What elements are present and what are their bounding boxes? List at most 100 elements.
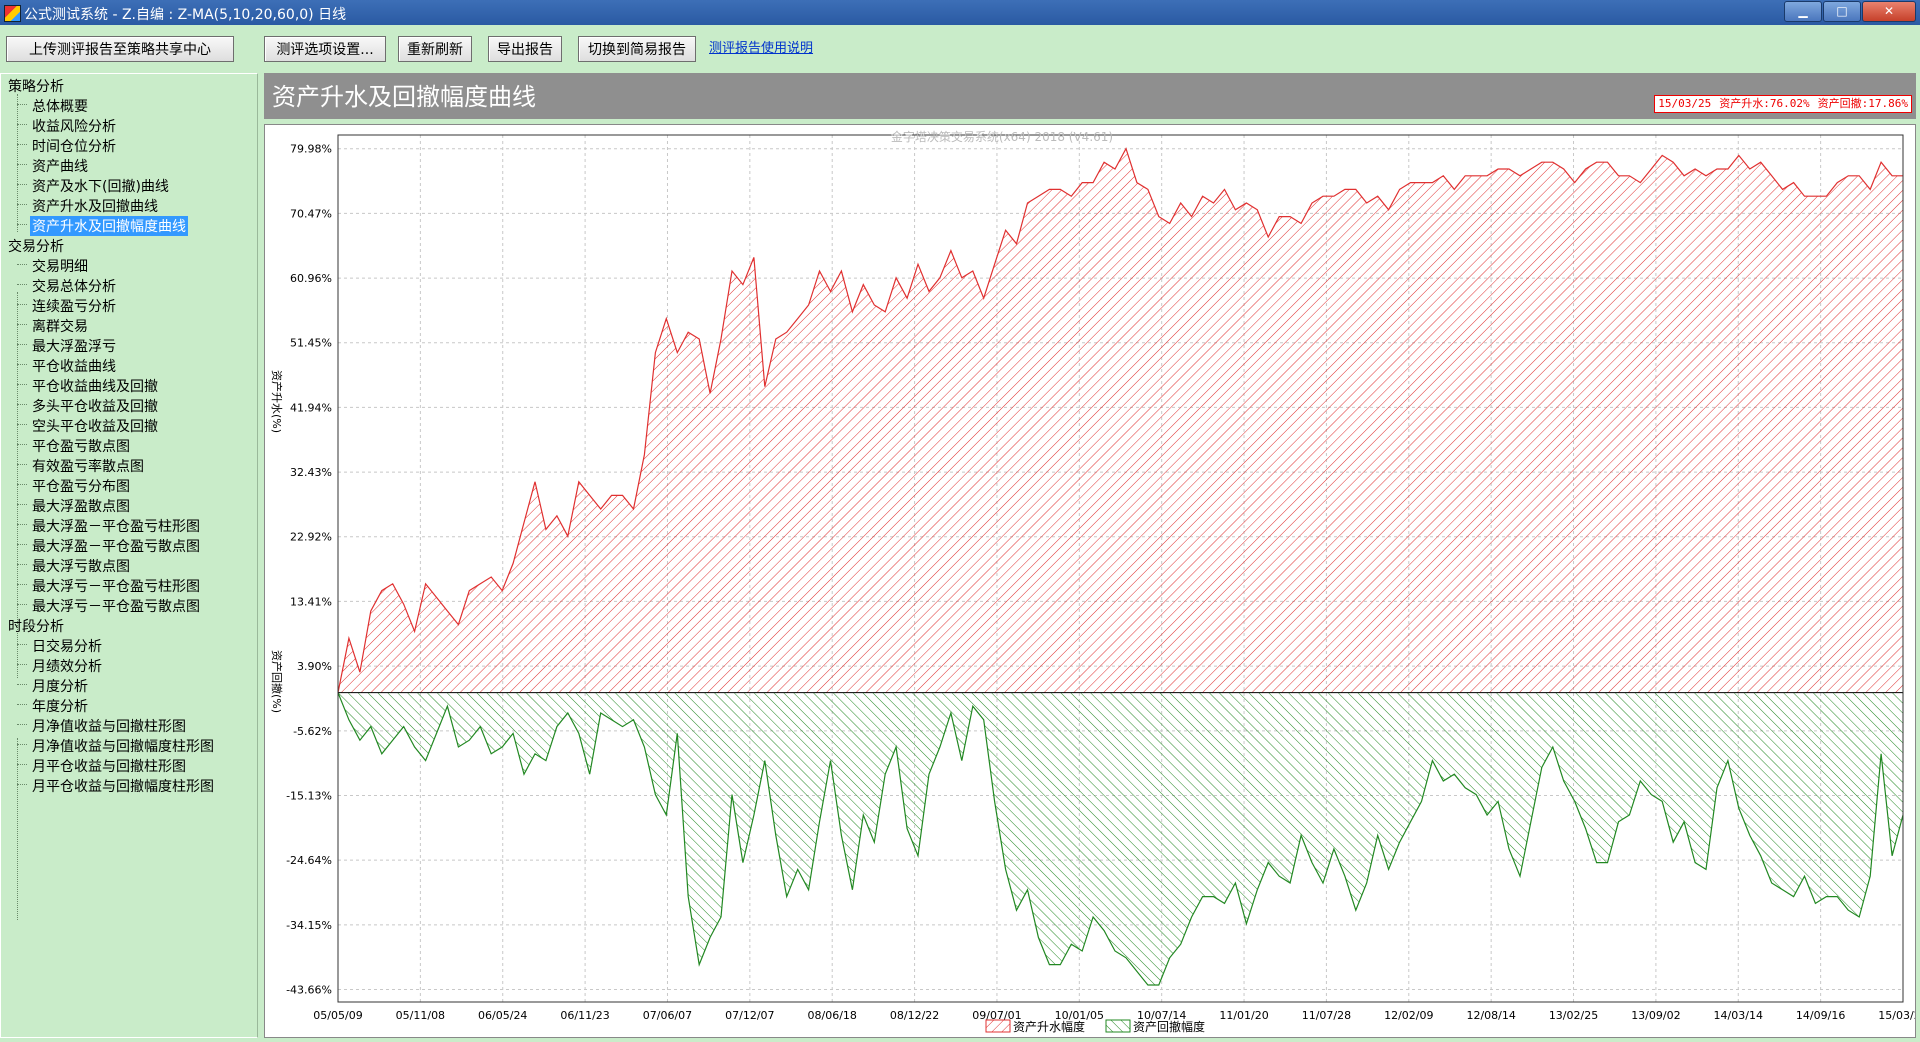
y-tick-label: 32.43% bbox=[290, 466, 332, 479]
y-tick-label: 41.94% bbox=[290, 401, 332, 414]
legend-label-drawdown: 资产回撤幅度 bbox=[1133, 1019, 1205, 1034]
window-controls: ▁ □ ✕ bbox=[1783, 1, 1916, 22]
tree-item-return-risk[interactable]: 收益风险分析 bbox=[32, 119, 116, 135]
x-tick-label: 09/07/01 bbox=[972, 1009, 1021, 1022]
legend-label-premium: 资产升水幅度 bbox=[1013, 1019, 1085, 1034]
drawdown-series-line bbox=[337, 692, 1904, 986]
y-tick-label: -24.64% bbox=[286, 854, 332, 867]
premium-series-area bbox=[338, 148, 1903, 693]
tree-item-time-position[interactable]: 时间仓位分析 bbox=[32, 139, 116, 155]
x-tick-label: 06/11/23 bbox=[560, 1009, 609, 1022]
y-tick-label: 51.45% bbox=[290, 337, 332, 350]
tree-item-premium-drawdown[interactable]: 资产升水及回撤曲线 bbox=[32, 199, 158, 215]
y-tick-label: -34.15% bbox=[286, 919, 332, 932]
cursor-readout: 15/03/25 资产升水:76.02% 资产回撤:17.86% bbox=[1654, 95, 1912, 113]
chart-header: 资产升水及回撤幅度曲线 15/03/25 资产升水:76.02% 资产回撤:17.8… bbox=[264, 73, 1916, 119]
tree-item-outlier-trades[interactable]: 离群交易 bbox=[32, 319, 88, 335]
plot-frame bbox=[337, 134, 1904, 1003]
toolbar: 上传测评报告至策略共享中心 测评选项设置... 重新刷新 导出报告 切换到简易报… bbox=[0, 25, 1920, 71]
x-tick-label: 11/07/28 bbox=[1302, 1009, 1351, 1022]
x-tick-label: 15/03/27 bbox=[1878, 1009, 1915, 1022]
y-tick-label: 60.96% bbox=[290, 272, 332, 285]
tree-item-daily-trade[interactable]: 日交易分析 bbox=[32, 639, 102, 655]
y-tick-label: -43.66% bbox=[286, 983, 332, 996]
legend-swatch-premium bbox=[985, 1019, 1011, 1033]
y-tick-label: 13.41% bbox=[290, 595, 332, 608]
tree-item-monthly-performance[interactable]: 月绩效分析 bbox=[32, 659, 102, 675]
x-tick-label: 08/12/22 bbox=[890, 1009, 939, 1022]
tree-item-monthly[interactable]: 月度分析 bbox=[32, 679, 88, 695]
y-axis-label-drawdown: 资产回撤(%) bbox=[270, 650, 284, 713]
tree-item-overview[interactable]: 总体概要 bbox=[32, 99, 88, 115]
tree-item-max-profit-close-scatter[interactable]: 最大浮盈－平仓盈亏散点图 bbox=[32, 539, 200, 555]
x-tick-label: 07/12/07 bbox=[725, 1009, 774, 1022]
x-tick-label: 12/02/09 bbox=[1384, 1009, 1433, 1022]
tree-item-close-scatter[interactable]: 平仓盈亏散点图 bbox=[32, 439, 130, 455]
tree-group-trade[interactable]: 交易分析 bbox=[8, 239, 64, 255]
x-tick-label: 05/05/09 bbox=[313, 1009, 362, 1022]
tree-item-max-loss-close-scatter[interactable]: 最大浮亏－平仓盈亏散点图 bbox=[32, 599, 200, 615]
tree-item-long-close[interactable]: 多头平仓收益及回撤 bbox=[32, 399, 158, 415]
tree-connector bbox=[17, 94, 18, 232]
tree-item-short-close[interactable]: 空头平仓收益及回撤 bbox=[32, 419, 158, 435]
tree-item-month-close-pct-bar[interactable]: 月平仓收益与回撤幅度柱形图 bbox=[32, 779, 214, 795]
readout-drawdown: 资产回撤:17.86% bbox=[1817, 97, 1908, 110]
analysis-tree: 策略分析 总体概要 收益风险分析 时间仓位分析 资产曲线 资产及水下(回撤)曲线… bbox=[0, 73, 258, 1038]
tree-item-max-profit-bar[interactable]: 最大浮盈－平仓盈亏柱形图 bbox=[32, 519, 200, 535]
x-tick-label: 10/07/14 bbox=[1137, 1009, 1186, 1022]
close-button[interactable]: ✕ bbox=[1862, 1, 1916, 22]
tree-item-trade-summary[interactable]: 交易总体分析 bbox=[32, 279, 116, 295]
y-tick-label: -5.62% bbox=[293, 725, 332, 738]
readout-premium: 资产升水:76.02% bbox=[1719, 97, 1810, 110]
y-tick-label: 22.92% bbox=[290, 531, 332, 544]
y-tick-label: 79.98% bbox=[290, 143, 332, 156]
x-tick-label: 13/09/02 bbox=[1631, 1009, 1680, 1022]
tree-item-month-nav-pct-bar[interactable]: 月净值收益与回撤幅度柱形图 bbox=[32, 739, 214, 755]
y-tick-label: 70.47% bbox=[290, 207, 332, 220]
tree-item-equity-curve[interactable]: 资产曲线 bbox=[32, 159, 88, 175]
tree-group-strategy[interactable]: 策略分析 bbox=[8, 79, 64, 95]
tree-item-underwater-curve[interactable]: 资产及水下(回撤)曲线 bbox=[32, 179, 169, 195]
tree-item-max-profit-scatter[interactable]: 最大浮盈散点图 bbox=[32, 499, 130, 515]
chart-watermark: 金字塔决策交易系统(x64) 2018 (V4.61) bbox=[891, 129, 1113, 144]
app-icon bbox=[4, 5, 21, 22]
test-options-button[interactable]: 测评选项设置... bbox=[264, 36, 386, 62]
tree-item-premium-drawdown-pct[interactable]: 资产升水及回撤幅度曲线 bbox=[30, 216, 188, 236]
readout-date: 15/03/25 bbox=[1658, 97, 1712, 110]
tree-item-effective-scatter[interactable]: 有效盈亏率散点图 bbox=[32, 459, 144, 475]
window-title-bar: 公式测试系统 - Z.自编 : Z-MA(5,10,20,60,0) 日线 ▁ … bbox=[0, 0, 1920, 25]
tree-item-consecutive[interactable]: 连续盈亏分析 bbox=[32, 299, 116, 315]
tree-group-period[interactable]: 时段分析 bbox=[8, 619, 64, 635]
tree-item-trade-detail[interactable]: 交易明细 bbox=[32, 259, 88, 275]
premium-drawdown-chart[interactable]: 79.98% 70.47% 60.96% 51.45% 41.94% 32.43% 22.9… bbox=[265, 125, 1920, 1037]
export-report-button[interactable]: 导出报告 bbox=[488, 36, 562, 62]
x-tick-label: 11/01/20 bbox=[1219, 1009, 1268, 1022]
tree-item-max-float[interactable]: 最大浮盈浮亏 bbox=[32, 339, 116, 355]
y-tick-label: -15.13% bbox=[286, 789, 332, 802]
drawdown-series-area bbox=[338, 692, 1903, 985]
x-tick-label: 12/08/14 bbox=[1466, 1009, 1515, 1022]
x-tick-label: 10/01/05 bbox=[1055, 1009, 1104, 1022]
switch-simple-report-button[interactable]: 切换到简易报告 bbox=[578, 36, 696, 62]
x-tick-label: 08/06/18 bbox=[808, 1009, 857, 1022]
maximize-button[interactable]: □ bbox=[1823, 1, 1861, 22]
y-tick-label: 3.90% bbox=[297, 660, 332, 673]
tree-item-max-loss-scatter[interactable]: 最大浮亏散点图 bbox=[32, 559, 130, 575]
report-help-link[interactable]: 测评报告使用说明 bbox=[709, 41, 814, 56]
x-tick-label: 05/11/08 bbox=[396, 1009, 445, 1022]
tree-item-month-nav-bar[interactable]: 月净值收益与回撤柱形图 bbox=[32, 719, 186, 735]
x-tick-label: 06/05/24 bbox=[478, 1009, 527, 1022]
tree-connector bbox=[17, 292, 18, 678]
tree-item-yearly[interactable]: 年度分析 bbox=[32, 699, 88, 715]
x-tick-label: 13/02/25 bbox=[1549, 1009, 1598, 1022]
tree-item-close-curve-drawdown[interactable]: 平仓收益曲线及回撤 bbox=[32, 379, 158, 395]
tree-item-close-curve[interactable]: 平仓收益曲线 bbox=[32, 359, 116, 375]
tree-item-max-loss-bar[interactable]: 最大浮亏－平仓盈亏柱形图 bbox=[32, 579, 200, 595]
minimize-button[interactable]: ▁ bbox=[1784, 1, 1822, 22]
legend-swatch-drawdown bbox=[1105, 1019, 1131, 1033]
tree-item-month-close-bar[interactable]: 月平仓收益与回撤柱形图 bbox=[32, 759, 186, 775]
tree-item-close-distribution[interactable]: 平仓盈亏分布图 bbox=[32, 479, 130, 495]
chart-panel[interactable]: 79.98% 70.47% 60.96% 51.45% 41.94% 32.43% 22.9… bbox=[264, 124, 1920, 1038]
refresh-button[interactable]: 重新刷新 bbox=[398, 36, 472, 62]
upload-report-button[interactable]: 上传测评报告至策略共享中心 bbox=[6, 36, 234, 62]
